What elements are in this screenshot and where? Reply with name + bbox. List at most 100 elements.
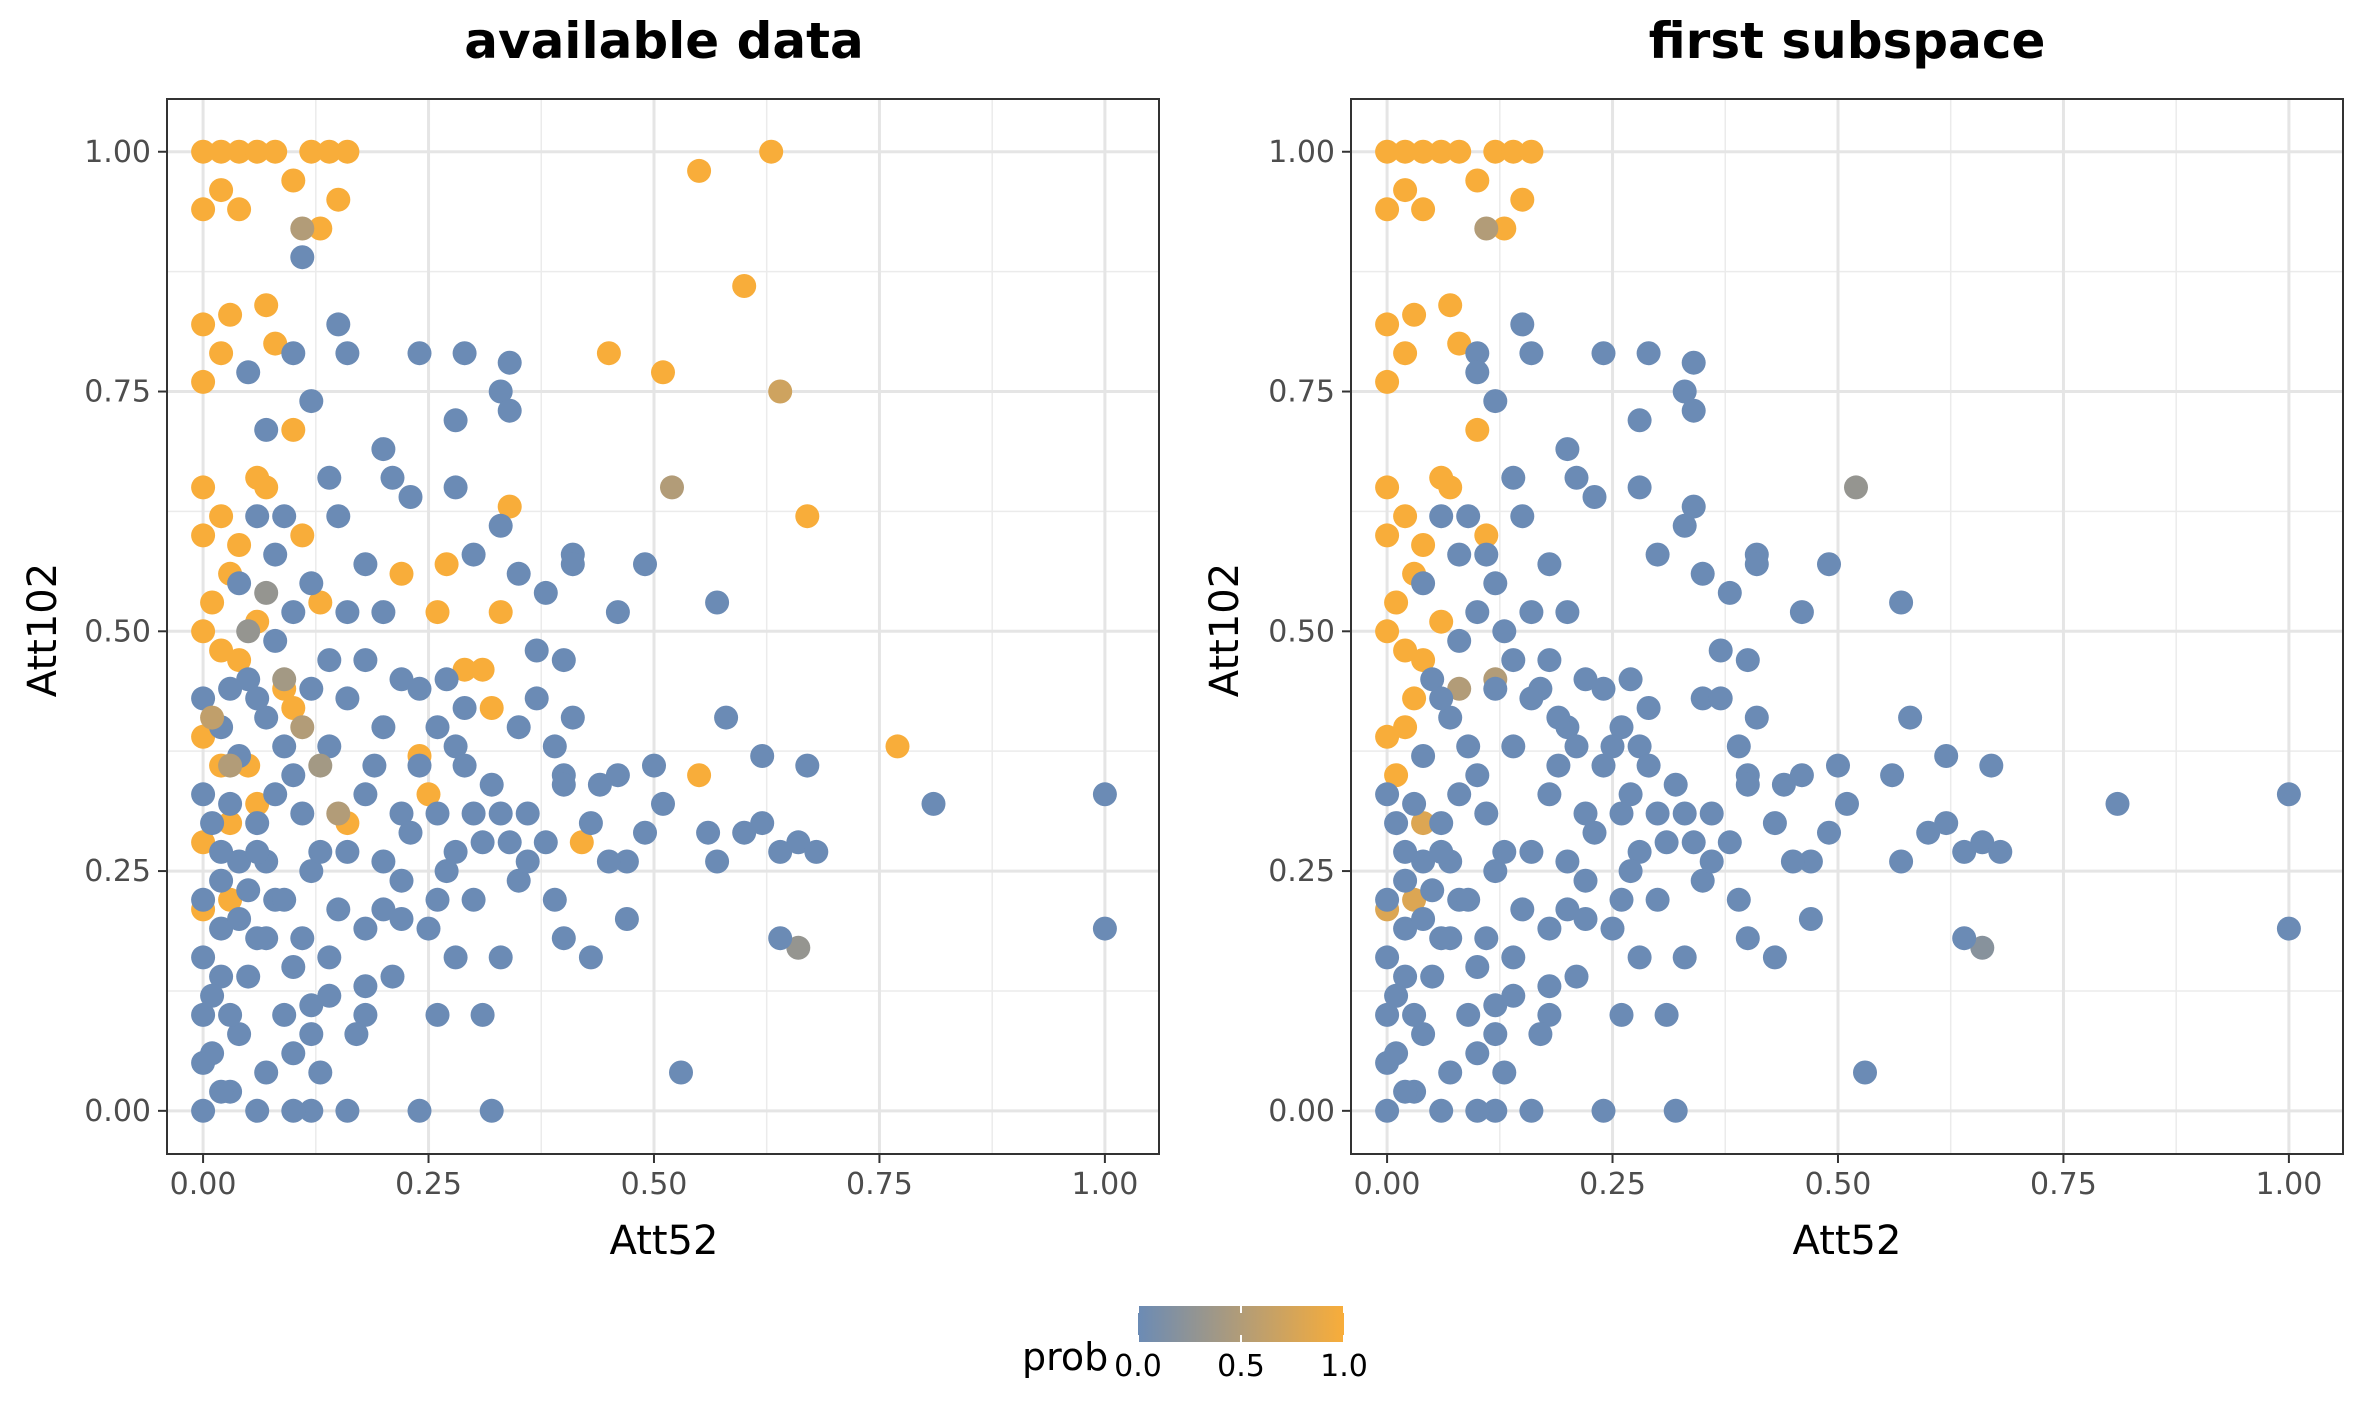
data-point bbox=[281, 955, 306, 979]
data-point bbox=[254, 417, 279, 442]
ticks: 0.00 0.25 0.50 0.75 1.00 0.00 0.25 0.50 0.75 1.00 bbox=[84, 135, 1138, 1202]
data-point bbox=[281, 600, 306, 625]
panel-first-subspace: first subspace 0.00 0.25 0.50 0.75 1.000.000… bbox=[1202, 12, 2344, 1264]
data-point bbox=[335, 341, 360, 366]
data-point bbox=[515, 849, 540, 874]
data-point bbox=[1663, 1098, 1688, 1123]
x-tick-label: 0.00 bbox=[170, 1167, 237, 1202]
data-point bbox=[236, 360, 261, 385]
data-point bbox=[290, 216, 315, 241]
data-point bbox=[1573, 868, 1598, 893]
data-point bbox=[705, 590, 730, 615]
data-point bbox=[1726, 734, 1751, 759]
data-point bbox=[1636, 696, 1661, 720]
data-point bbox=[209, 139, 234, 164]
data-point bbox=[227, 648, 252, 673]
data-point bbox=[1537, 1002, 1562, 1027]
data-point bbox=[299, 993, 324, 1018]
data-point bbox=[326, 187, 351, 212]
data-point bbox=[1474, 542, 1499, 567]
data-point bbox=[263, 331, 288, 356]
data-point bbox=[1627, 839, 1652, 864]
data-point bbox=[425, 1002, 450, 1027]
data-point bbox=[1582, 485, 1607, 509]
data-point bbox=[398, 820, 423, 845]
data-point bbox=[596, 849, 621, 874]
data-point bbox=[1537, 552, 1562, 577]
data-point bbox=[560, 705, 585, 730]
data-point bbox=[1483, 139, 1508, 164]
data-point bbox=[614, 849, 639, 874]
data-point bbox=[1735, 926, 1760, 951]
data-point bbox=[335, 839, 360, 864]
data-point bbox=[1681, 350, 1706, 375]
data-point bbox=[1510, 504, 1535, 529]
data-point bbox=[1375, 724, 1400, 749]
data-point bbox=[317, 945, 342, 970]
data-point bbox=[191, 619, 216, 644]
data-point bbox=[1510, 187, 1535, 212]
data-point bbox=[272, 1002, 297, 1027]
data-point bbox=[1447, 139, 1472, 164]
data-point bbox=[1609, 887, 1634, 912]
data-point bbox=[200, 983, 225, 1008]
data-point bbox=[191, 887, 216, 912]
data-point bbox=[2105, 791, 2130, 816]
data-point bbox=[353, 974, 378, 999]
data-point bbox=[263, 542, 288, 567]
data-point bbox=[515, 801, 540, 826]
data-point bbox=[299, 1098, 324, 1123]
data-point bbox=[1393, 504, 1418, 529]
data-point bbox=[1375, 1002, 1400, 1027]
data-point bbox=[452, 696, 477, 720]
data-point bbox=[1465, 600, 1490, 625]
data-point bbox=[443, 734, 468, 759]
data-point bbox=[1555, 437, 1580, 462]
data-point bbox=[1429, 1098, 1454, 1123]
data-point bbox=[281, 417, 306, 442]
data-point bbox=[191, 523, 216, 548]
data-point bbox=[1438, 475, 1463, 500]
data-point bbox=[1789, 763, 1814, 788]
data-point bbox=[335, 600, 360, 625]
data-point bbox=[1510, 897, 1535, 922]
data-point bbox=[299, 389, 324, 414]
data-point bbox=[353, 916, 378, 941]
data-point bbox=[488, 801, 513, 826]
data-point bbox=[1411, 1022, 1436, 1047]
data-point bbox=[1817, 820, 1841, 845]
data-point bbox=[1411, 849, 1436, 874]
data-point bbox=[272, 887, 297, 912]
data-point bbox=[272, 734, 297, 759]
data-point bbox=[353, 1002, 378, 1027]
data-point bbox=[1384, 811, 1409, 836]
data-point bbox=[236, 619, 261, 644]
data-point bbox=[1465, 955, 1490, 979]
data-point bbox=[218, 791, 243, 816]
data-point bbox=[497, 350, 522, 375]
data-point bbox=[1591, 676, 1616, 701]
data-point bbox=[750, 744, 775, 768]
data-point bbox=[1952, 839, 1977, 864]
data-point bbox=[551, 926, 576, 951]
data-point bbox=[1627, 408, 1652, 433]
data-point bbox=[1465, 417, 1490, 442]
data-point bbox=[660, 475, 684, 500]
data-point bbox=[605, 600, 630, 625]
data-point bbox=[1663, 772, 1688, 797]
data-point bbox=[786, 830, 811, 855]
data-point bbox=[1501, 945, 1526, 970]
panel-title: available data bbox=[464, 12, 864, 70]
data-point bbox=[479, 696, 504, 720]
data-point bbox=[1375, 1098, 1400, 1123]
data-point bbox=[191, 724, 216, 749]
data-point bbox=[1798, 907, 1823, 931]
data-point bbox=[1591, 341, 1616, 366]
data-point bbox=[551, 648, 576, 673]
data-point bbox=[1573, 801, 1598, 826]
data-point bbox=[542, 734, 567, 759]
data-point bbox=[389, 868, 414, 893]
data-point bbox=[1438, 293, 1463, 318]
data-point bbox=[506, 868, 531, 893]
data-point bbox=[497, 398, 522, 423]
